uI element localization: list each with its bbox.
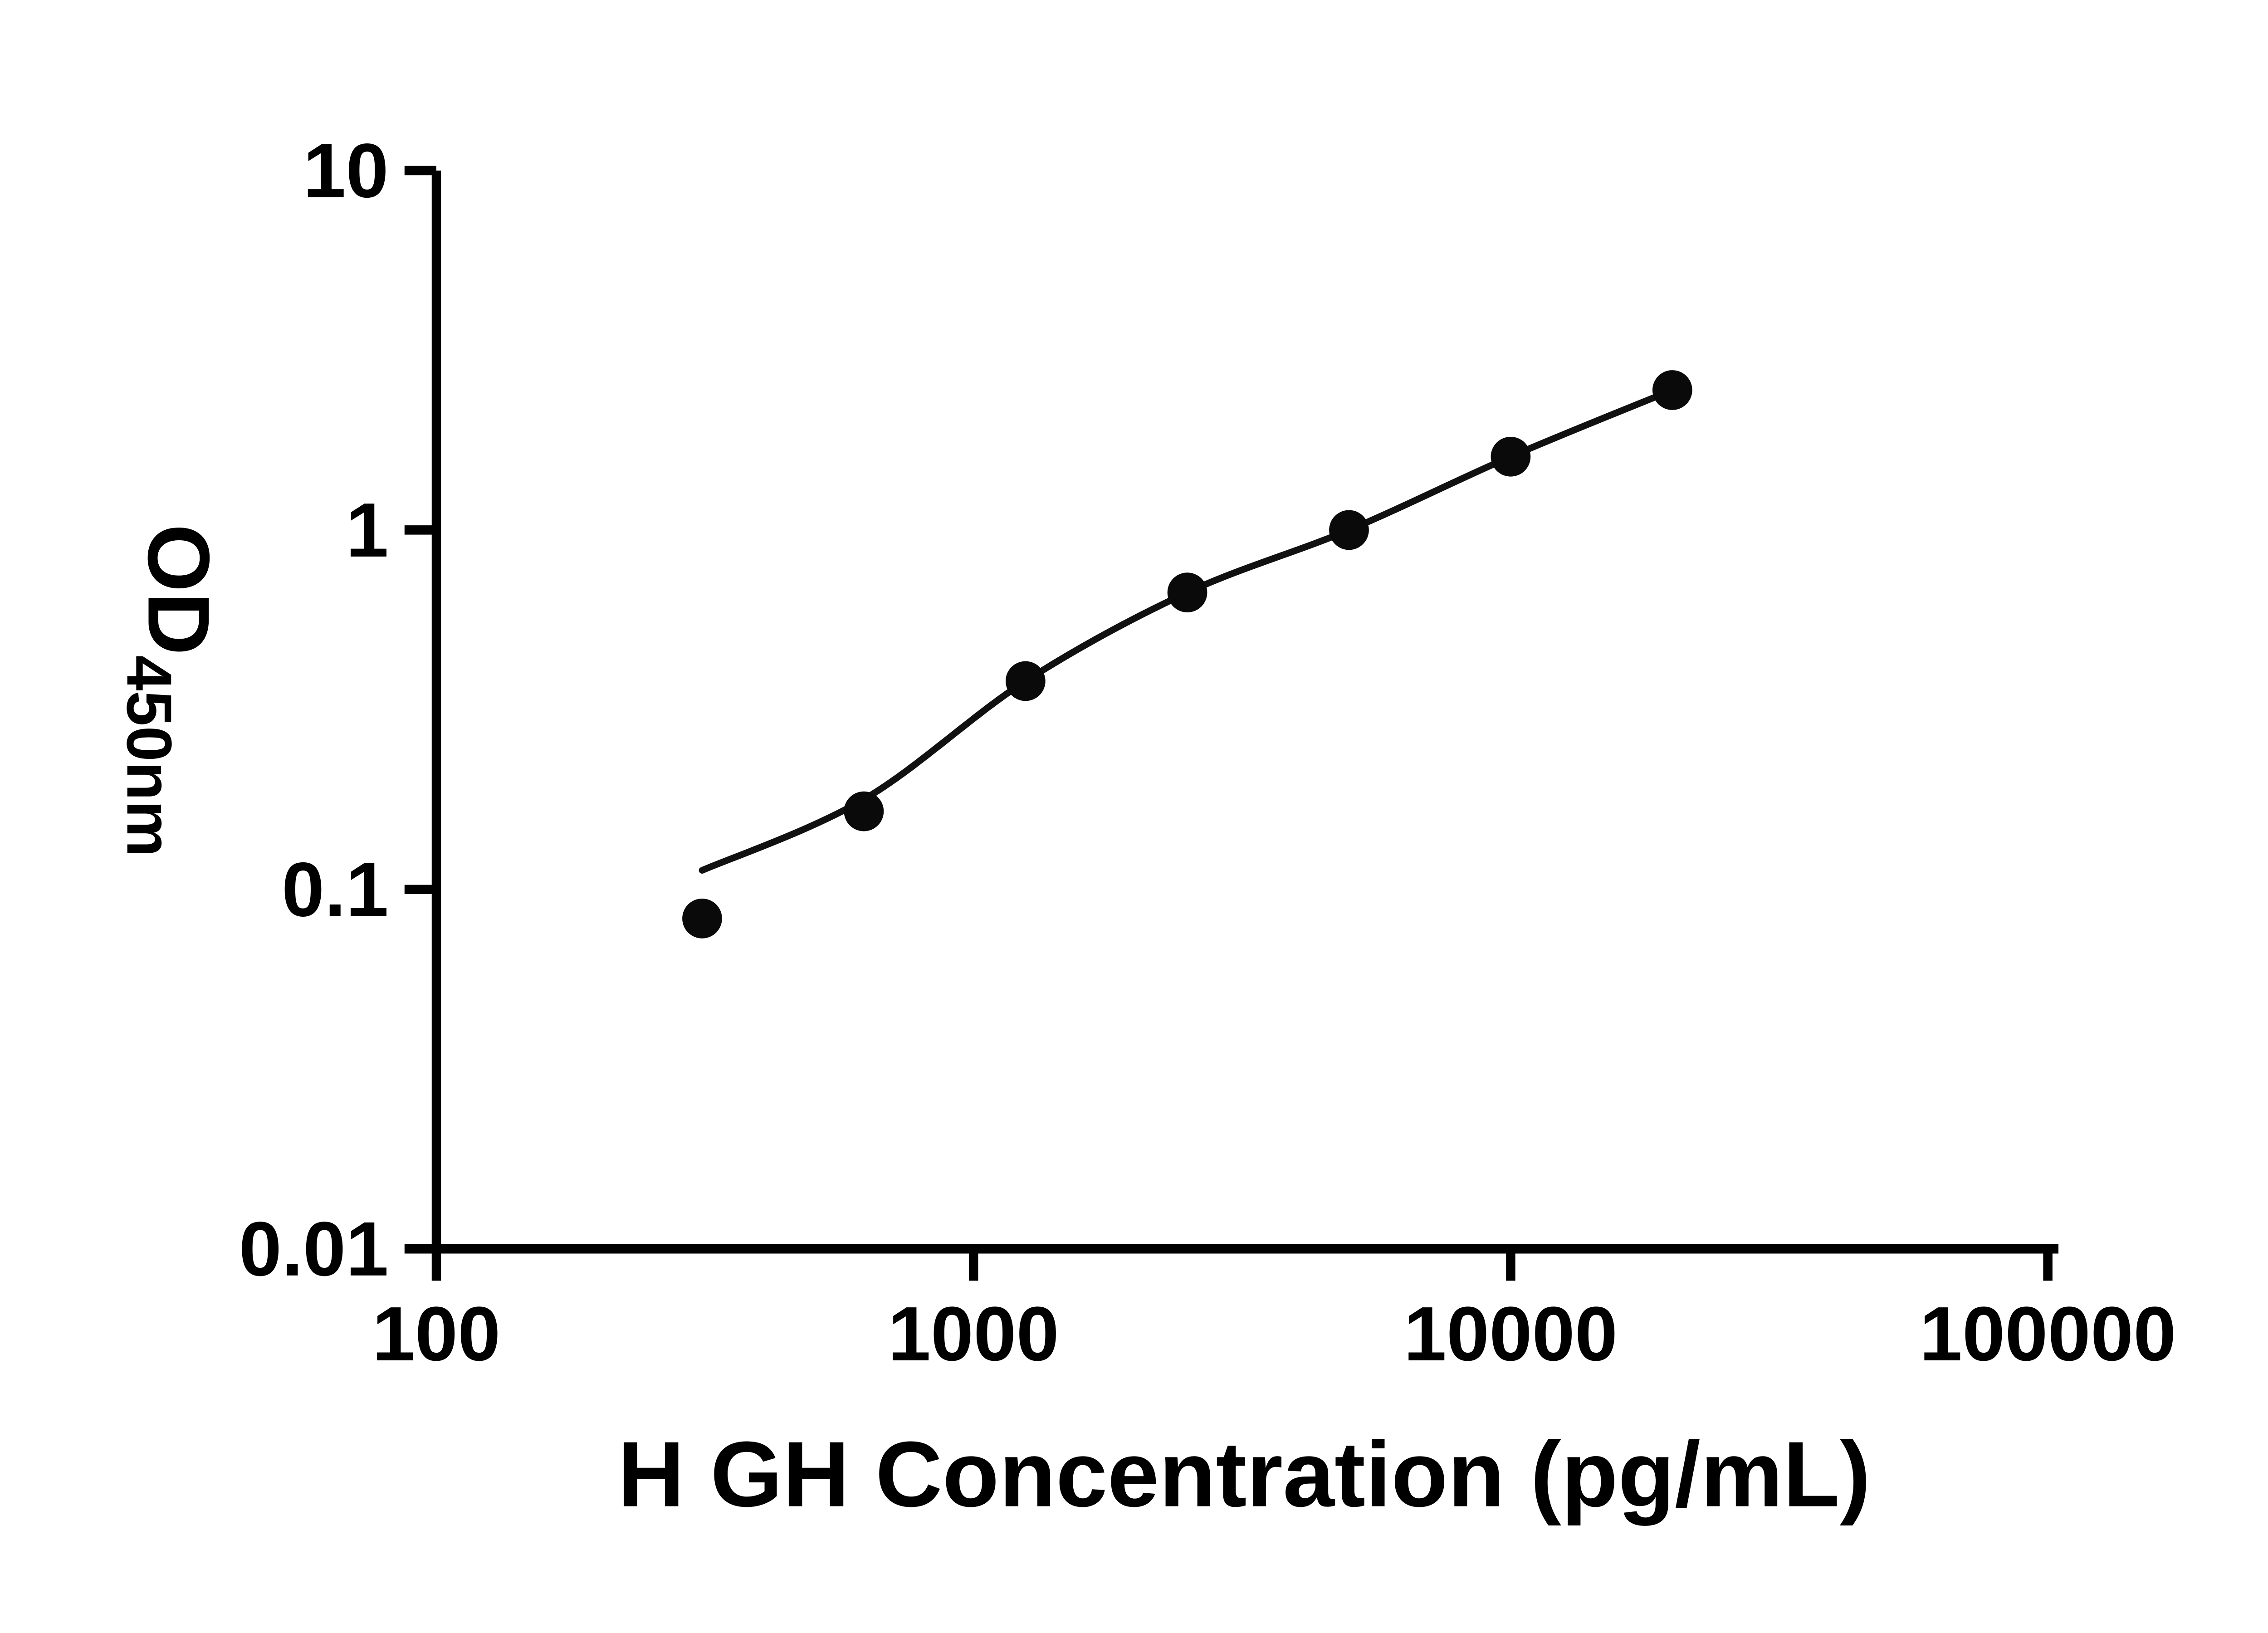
y-axis-title-main: OD (130, 524, 228, 655)
data-point (844, 791, 884, 831)
data-point (1167, 572, 1207, 612)
data-point (1652, 370, 1692, 410)
y-tick-label: 10 (303, 127, 389, 214)
x-tick-label: 10000 (1404, 1291, 1618, 1377)
y-tick-label: 0.1 (282, 846, 389, 932)
data-point (682, 898, 722, 939)
y-tick-label: 1 (346, 487, 388, 573)
y-axis-title-subscript: 450nm (114, 655, 185, 857)
y-axis-title: OD450nm (114, 524, 228, 857)
data-point (1491, 436, 1531, 477)
x-axis-title: H GH Concentration (pg/mL) (617, 1423, 1871, 1526)
data-point (1005, 661, 1046, 701)
x-tick-label: 100 (372, 1291, 501, 1377)
data-point (1329, 510, 1369, 550)
axis-titles: H GH Concentration (pg/mL) OD450nm (114, 524, 1871, 1526)
series (682, 370, 1692, 939)
y-tick-label: 0.01 (239, 1206, 389, 1292)
plot: 100 1000 10000 100000 0.01 0.1 1 10 H GH Concen… (114, 127, 2176, 1526)
x-tick-label: 1000 (888, 1291, 1059, 1377)
x-tick-label: 100000 (1920, 1291, 2176, 1377)
axes: 100 1000 10000 100000 0.01 0.1 1 10 (239, 127, 2176, 1377)
